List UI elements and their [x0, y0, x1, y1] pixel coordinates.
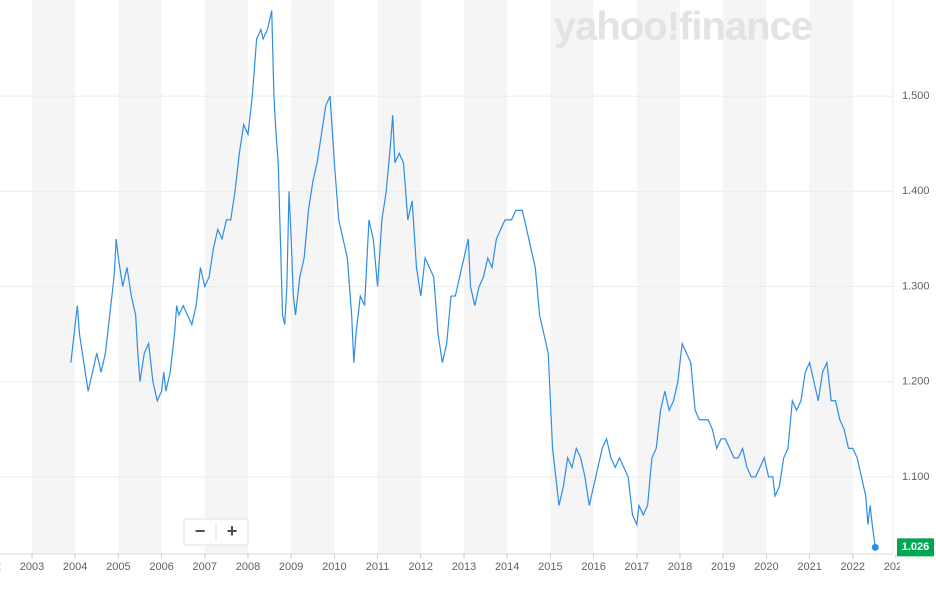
price-line [70, 10, 876, 548]
x-tick-label: 2014 [495, 561, 519, 573]
x-tick-label: 2002 [0, 561, 1, 573]
x-tick-label: 2003 [20, 561, 44, 573]
year-stripe [291, 0, 335, 554]
y-tick-label: 1.300 [902, 280, 930, 292]
last-value-box [897, 538, 934, 557]
y-tick-label: 1.400 [902, 185, 930, 197]
x-tick-label: 2010 [322, 561, 346, 573]
x-tick-label: 2022 [841, 561, 865, 573]
zoom-in[interactable]: + [227, 521, 238, 541]
year-stripe [550, 0, 594, 554]
x-tick-label: 2015 [538, 561, 562, 573]
x-tick-label: 2004 [63, 561, 87, 573]
x-tick-label: 2021 [797, 561, 821, 573]
x-tick-label: 2020 [754, 561, 778, 573]
y-tick-label: 1.200 [902, 376, 930, 388]
x-tick-label: 2019 [711, 561, 735, 573]
x-axis: 2002 2003 2004 2005 2006 2007 2008 2009 2010 2011… [0, 561, 908, 573]
watermark: yahoo!finance [554, 5, 812, 49]
x-tick-label: 2006 [149, 561, 173, 573]
year-stripe [118, 0, 162, 554]
background [0, 0, 897, 559]
year-stripe [204, 0, 248, 554]
x-tick-label: 2007 [193, 561, 217, 573]
year-stripe [723, 0, 767, 554]
last-value-label: 1.026 [902, 541, 930, 553]
x-tick-label: 2023 [884, 561, 908, 573]
year-stripe [809, 0, 853, 554]
y-tick-label: 1.100 [902, 471, 930, 483]
zoom-out[interactable]: − [195, 521, 206, 541]
plot [70, 10, 879, 551]
x-tick-label: 2016 [581, 561, 605, 573]
year-stripe [636, 0, 680, 554]
x-tick-label: 2005 [106, 561, 130, 573]
last-point [871, 543, 879, 551]
year-stripe [377, 0, 421, 554]
x-tick-label: 2018 [668, 561, 692, 573]
x-tick-label: 2013 [452, 561, 476, 573]
x-tick-label: 2011 [366, 561, 390, 573]
x-tick-label: 2017 [625, 561, 649, 573]
y-tick-label: 1.500 [902, 90, 930, 102]
zoom-controls: − + [183, 518, 249, 546]
x-tick-label: 2009 [279, 561, 303, 573]
x-tick-label: 2012 [409, 561, 433, 573]
x-tick-label: 2008 [236, 561, 260, 573]
year-stripe [463, 0, 508, 554]
year-stripe [31, 0, 76, 554]
